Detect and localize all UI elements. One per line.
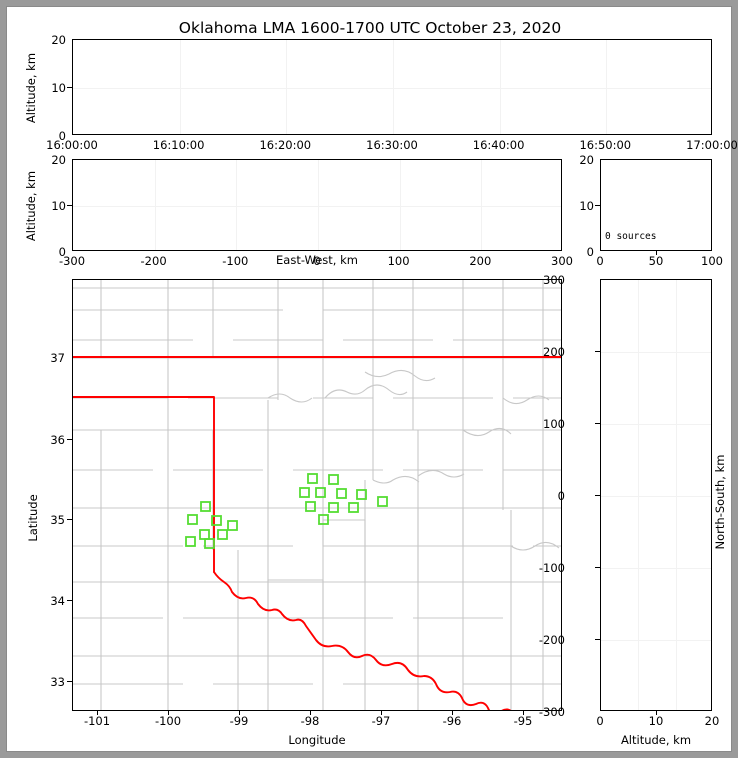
tick-ew-x-3: 0	[313, 254, 321, 268]
panel-ew-height	[72, 159, 562, 251]
tick-map-lon-5: -96	[442, 714, 462, 728]
tick-map-lon-1: -100	[154, 714, 182, 728]
tick-map-ns-0: 0	[557, 489, 565, 503]
lma-station-markers	[185, 473, 388, 549]
axis-label-latitude: Latitude	[26, 494, 40, 542]
tick-ns-x-1: 10	[648, 714, 664, 728]
tick-time-x-6: 17:00:00	[686, 138, 738, 152]
tick-map-lon-4: -97	[371, 714, 391, 728]
tick-time-x-4: 16:40:00	[472, 138, 525, 152]
state-border-oklahoma	[73, 356, 561, 710]
axis-label-east-west: East-West, km	[276, 253, 358, 267]
tick-time-x-0: 16:00:00	[46, 138, 98, 152]
axis-label-altitude-ns: Altitude, km	[620, 733, 692, 747]
tick-ew-x-5: 200	[469, 254, 492, 268]
tick-time-y-10: 10	[51, 81, 66, 95]
axis-label-ew-altitude: Altitude, km	[24, 170, 38, 242]
tick-map-lat-34: 34	[50, 594, 65, 608]
axis-label-time-altitude: Altitude, km	[24, 52, 38, 124]
tick-ew-x-6: 300	[551, 254, 573, 268]
tick-time-y-0: 0	[58, 129, 66, 143]
tick-ew-y-10: 10	[51, 199, 66, 213]
tick-time-x-5: 16:50:00	[579, 138, 632, 152]
tick-map-lat-37: 37	[50, 351, 65, 365]
tick-hist-y-0: 0	[586, 245, 594, 259]
axis-label-longitude: Longitude	[288, 733, 346, 747]
tick-map-lon-0: -101	[83, 714, 111, 728]
tick-map-ns-m200: -200	[538, 633, 565, 647]
tick-map-lon-6: -95	[513, 714, 533, 728]
source-count-annotation: 0 sources	[605, 231, 657, 242]
tick-map-lat-36: 36	[50, 433, 65, 447]
tick-time-x-2: 16:20:00	[259, 138, 312, 152]
tick-map-ns-m300: -300	[538, 705, 565, 719]
tick-hist-x-1: 50	[648, 254, 664, 268]
tick-ew-x-0: -300	[58, 254, 86, 268]
tick-hist-x-2: 100	[701, 254, 723, 268]
panel-time-height	[72, 39, 712, 135]
tick-ew-x-1: -200	[140, 254, 167, 268]
axis-label-north-south: North-South, km	[713, 454, 727, 550]
tick-hist-x-0: 0	[596, 254, 604, 268]
tick-time-x-1: 16:10:00	[152, 138, 205, 152]
tick-hist-y-10: 10	[579, 199, 594, 213]
tick-map-ns-300: 300	[543, 273, 565, 287]
tick-time-y-20: 20	[51, 33, 66, 47]
tick-ew-x-2: -100	[222, 254, 249, 268]
tick-map-lat-33: 33	[50, 675, 65, 689]
figure-canvas: Oklahoma LMA 1600-1700 UTC October 23, 2…	[6, 6, 738, 752]
tick-ew-y-0: 0	[58, 245, 66, 259]
tick-map-lon-2: -99	[229, 714, 249, 728]
tick-map-lon-3: -98	[300, 714, 320, 728]
county-boundaries	[73, 280, 561, 710]
map-svg	[73, 280, 561, 710]
panel-source-histogram	[600, 159, 712, 251]
tick-ns-x-2: 20	[704, 714, 720, 728]
tick-ew-y-20: 20	[51, 153, 66, 167]
figure-title: Oklahoma LMA 1600-1700 UTC October 23, 2…	[178, 19, 562, 37]
tick-map-lat-35: 35	[50, 513, 65, 527]
panel-map	[72, 279, 562, 711]
tick-map-ns-m100: -100	[538, 561, 565, 575]
tick-hist-y-20: 20	[579, 153, 594, 167]
panel-ns-height	[600, 279, 712, 711]
tick-ns-x-0: 0	[596, 714, 604, 728]
tick-map-ns-100: 100	[543, 417, 565, 431]
tick-map-ns-200: 200	[543, 345, 565, 359]
tick-time-x-3: 16:30:00	[366, 138, 418, 152]
tick-ew-x-4: 100	[387, 254, 410, 268]
